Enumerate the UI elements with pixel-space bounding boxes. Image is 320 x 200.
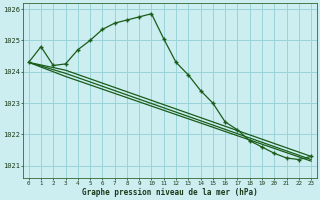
X-axis label: Graphe pression niveau de la mer (hPa): Graphe pression niveau de la mer (hPa) bbox=[82, 188, 258, 197]
